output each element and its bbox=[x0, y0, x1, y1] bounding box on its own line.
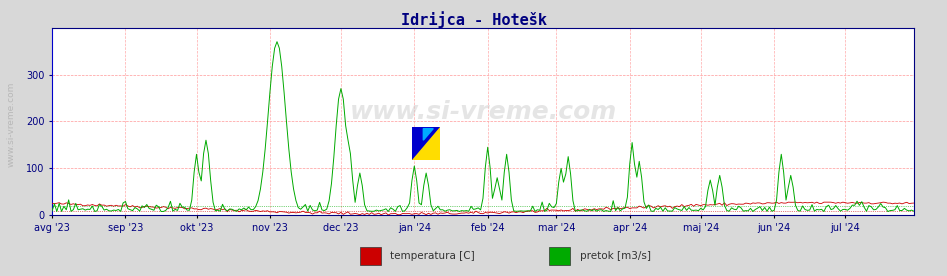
FancyBboxPatch shape bbox=[360, 247, 381, 265]
Text: www.si-vreme.com: www.si-vreme.com bbox=[349, 100, 616, 124]
Text: Idrijca - Hotešk: Idrijca - Hotešk bbox=[401, 11, 546, 28]
Polygon shape bbox=[423, 129, 434, 140]
Text: temperatura [C]: temperatura [C] bbox=[390, 251, 474, 261]
FancyBboxPatch shape bbox=[549, 247, 570, 265]
Text: www.si-vreme.com: www.si-vreme.com bbox=[7, 81, 16, 167]
Text: pretok [m3/s]: pretok [m3/s] bbox=[580, 251, 651, 261]
Polygon shape bbox=[412, 127, 440, 160]
Polygon shape bbox=[412, 127, 440, 160]
